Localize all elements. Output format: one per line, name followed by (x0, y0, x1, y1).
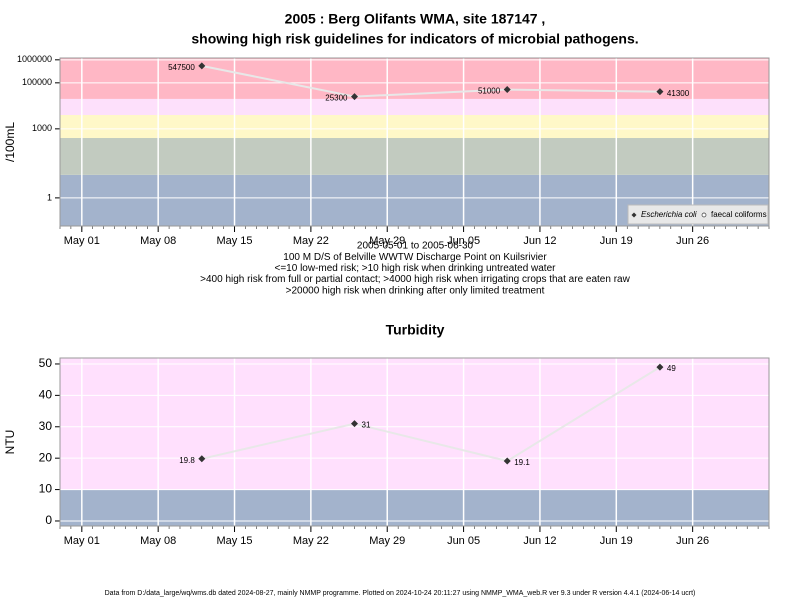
x-tick-label: Jun 12 (523, 535, 556, 547)
y-tick-label: 0 (45, 513, 52, 527)
risk-band (60, 358, 769, 490)
data-label: 19.1 (514, 458, 530, 467)
data-point (198, 455, 206, 463)
subtitle: <=10 low-med risk; >10 high risk when dr… (275, 263, 557, 274)
y-tick-label: 1 (47, 192, 52, 202)
y-axis-label: /100mL (3, 122, 17, 162)
y-tick-label: 1000000 (17, 54, 52, 64)
subtitle: 100 M D/S of Belville WWTW Discharge Poi… (283, 252, 547, 263)
y-tick-label: 100000 (22, 77, 52, 87)
x-tick-label: Jun 19 (600, 235, 633, 247)
data-label: 49 (667, 364, 676, 373)
data-point (503, 86, 511, 94)
y-tick-label: 30 (39, 419, 53, 433)
legend-label: Escherichia coli (641, 210, 697, 219)
data-point (351, 420, 359, 428)
data-label: 41300 (667, 89, 690, 98)
chart-title: showing high risk guidelines for indicat… (191, 31, 638, 47)
data-label: 31 (362, 421, 371, 430)
x-tick-label: Jun 26 (676, 235, 709, 247)
x-tick-label: May 29 (369, 235, 405, 247)
x-tick-label: May 22 (293, 535, 329, 547)
x-tick-label: Jun 12 (523, 235, 556, 247)
legend-marker (701, 212, 707, 218)
x-tick-label: May 01 (64, 535, 100, 547)
data-label: 547500 (168, 63, 195, 72)
data-point (656, 363, 664, 371)
x-tick-label: Jun 05 (447, 535, 480, 547)
chart-title: Turbidity (386, 322, 445, 338)
x-tick-label: May 15 (216, 535, 252, 547)
x-tick-label: May 08 (140, 535, 176, 547)
legend-label: faecal coliforms (711, 210, 767, 219)
x-tick-label: Jun 05 (447, 235, 480, 247)
x-tick-label: May 15 (216, 235, 252, 247)
series-line (201, 64, 660, 98)
x-tick-label: May 01 (64, 235, 100, 247)
risk-band (60, 114, 769, 139)
legend-marker (631, 212, 637, 218)
chart-title: 2005 : Berg Olifants WMA, site 187147 , (285, 11, 546, 27)
risk-band (60, 138, 769, 175)
footer: Data from D:/data_large/wq/wms.db dated … (105, 590, 696, 597)
risk-band (60, 98, 769, 115)
x-tick-label: Jun 19 (600, 535, 633, 547)
risk-band (60, 489, 769, 526)
x-tick-label: May 22 (293, 235, 329, 247)
data-point (198, 62, 206, 70)
data-point (351, 93, 359, 101)
subtitle: 2005-05-01 to 2005-06-30 (357, 241, 474, 252)
x-tick-label: May 08 (140, 235, 176, 247)
data-label: 25300 (325, 94, 348, 103)
y-tick-label: 10 (39, 482, 53, 496)
data-label: 19.8 (179, 456, 195, 465)
data-point (656, 88, 664, 96)
subtitle: >20000 high risk when drinking after onl… (286, 285, 545, 296)
risk-band (60, 58, 769, 99)
data-point (503, 457, 511, 465)
x-tick-label: Jun 26 (676, 535, 709, 547)
subtitle: >400 high risk from full or partial cont… (200, 274, 630, 285)
y-axis-label: NTU (3, 430, 17, 455)
plot-frame (59, 357, 770, 527)
x-tick-label: May 29 (369, 535, 405, 547)
y-tick-label: 1000 (32, 123, 52, 133)
y-tick-label: 40 (39, 388, 53, 402)
data-label: 51000 (478, 87, 501, 96)
y-tick-label: 50 (39, 356, 53, 370)
legend-box (627, 204, 769, 225)
series-line (201, 366, 661, 463)
plot-frame (59, 57, 770, 227)
y-tick-label: 20 (39, 450, 53, 464)
